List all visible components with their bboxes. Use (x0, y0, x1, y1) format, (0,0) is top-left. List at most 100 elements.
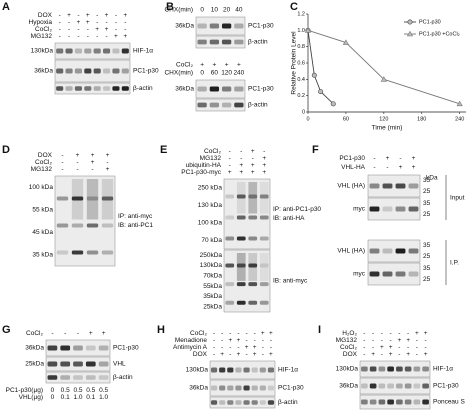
mw-marker: 35 kDa (32, 251, 53, 258)
treatment-sign: - (106, 159, 108, 166)
treatment-sign: - (237, 330, 239, 337)
treatment-sign: - (91, 166, 93, 173)
band (98, 361, 109, 367)
blot-label: PC1-p30 (248, 23, 274, 30)
band (98, 375, 109, 380)
treatment-sign: 0.1 (86, 394, 95, 401)
mw-marker: 25 (423, 211, 431, 218)
band (248, 215, 258, 220)
x-tick-label: 240 (455, 116, 464, 122)
band (84, 86, 92, 91)
data-point (380, 76, 387, 82)
treatment-sign: - (363, 330, 365, 337)
band (197, 102, 207, 108)
treatment-name: DOX (193, 351, 208, 358)
band (65, 48, 73, 54)
band (369, 383, 377, 389)
blot-label: PC1-p30 (433, 383, 459, 390)
treatment-sign: - (229, 162, 231, 169)
treatment-sign: - (386, 164, 388, 171)
blot (54, 42, 131, 60)
band (408, 248, 419, 254)
band (413, 366, 421, 372)
band (60, 345, 71, 351)
treatment-sign: - (124, 19, 126, 26)
panel-label: A (2, 1, 10, 13)
band (382, 271, 393, 277)
mw-marker: 36kDa (339, 383, 358, 390)
band (395, 206, 406, 212)
blot (359, 360, 431, 378)
band (422, 366, 429, 372)
treatment-sign: + (77, 19, 81, 26)
blot-label: HIF-1α (433, 366, 453, 373)
treatment-sign: - (115, 19, 117, 26)
band (84, 48, 92, 54)
treatment-sign: - (390, 330, 392, 337)
treatment-sign: - (213, 330, 215, 337)
band (422, 383, 429, 389)
marker-header: kDa (426, 175, 438, 182)
blot-label: IB: anti-HA (273, 215, 305, 222)
x-tick-label: 60 (343, 116, 349, 122)
band (197, 23, 207, 29)
treatment-sign: + (225, 62, 229, 69)
band (86, 223, 99, 228)
band (65, 68, 73, 74)
treatment-name: Hypoxia (29, 19, 53, 26)
treatment-name: CoCl₂ (176, 62, 193, 69)
mw-marker: 35kDa (203, 293, 222, 300)
group-label: I.P. (450, 260, 459, 267)
blot (209, 396, 276, 409)
treatment-sign: + (86, 19, 90, 26)
treatment-name: CoCl₂ (190, 330, 207, 337)
band (121, 86, 129, 91)
band (73, 361, 83, 367)
blot-label: IP: anti-myc (118, 213, 153, 220)
blot (359, 377, 431, 395)
blot-label: VHL (HA) (337, 248, 365, 255)
blot (367, 262, 421, 286)
treatment-sign: + (406, 351, 410, 358)
band (101, 250, 114, 255)
treatment-name: VHL(μg) (19, 394, 43, 401)
y-tick-label: 0.2 (297, 93, 305, 99)
x-axis-label: Time (min) (372, 125, 403, 132)
treatment-sign: 0.5 (99, 387, 108, 394)
treatment-sign: - (262, 344, 264, 351)
mw-marker: 100 kDa (198, 219, 223, 226)
treatment-sign: + (67, 12, 71, 19)
band (209, 102, 220, 108)
treatment-sign: - (237, 344, 239, 351)
blot-label: IP: anti-PC1-p30 (273, 206, 321, 213)
band (251, 400, 258, 405)
band (408, 183, 419, 189)
band (267, 385, 275, 391)
treatment-name: DOX (38, 152, 53, 159)
treatment-sign: + (237, 351, 241, 358)
band (197, 39, 207, 45)
band (210, 367, 218, 373)
smear (101, 179, 114, 220)
band (85, 345, 96, 351)
treatment-sign: 10 (211, 7, 219, 14)
blot (209, 379, 276, 397)
band (234, 23, 244, 29)
band (382, 183, 393, 189)
band (259, 300, 269, 305)
treatment-sign: + (105, 26, 109, 33)
band (197, 86, 207, 92)
data-point (318, 89, 324, 95)
band (236, 300, 246, 305)
panel-label: B (166, 1, 174, 13)
blot-label: PC1-p30 (248, 86, 274, 93)
band (112, 68, 120, 74)
treatment-sign: - (76, 166, 78, 173)
band (369, 399, 377, 405)
band (369, 183, 380, 189)
mw-marker: 36kDa (34, 68, 53, 75)
band (404, 366, 412, 372)
panel-label: E (160, 144, 167, 156)
treatment-sign: - (59, 12, 61, 19)
treatment-sign: + (253, 344, 257, 351)
